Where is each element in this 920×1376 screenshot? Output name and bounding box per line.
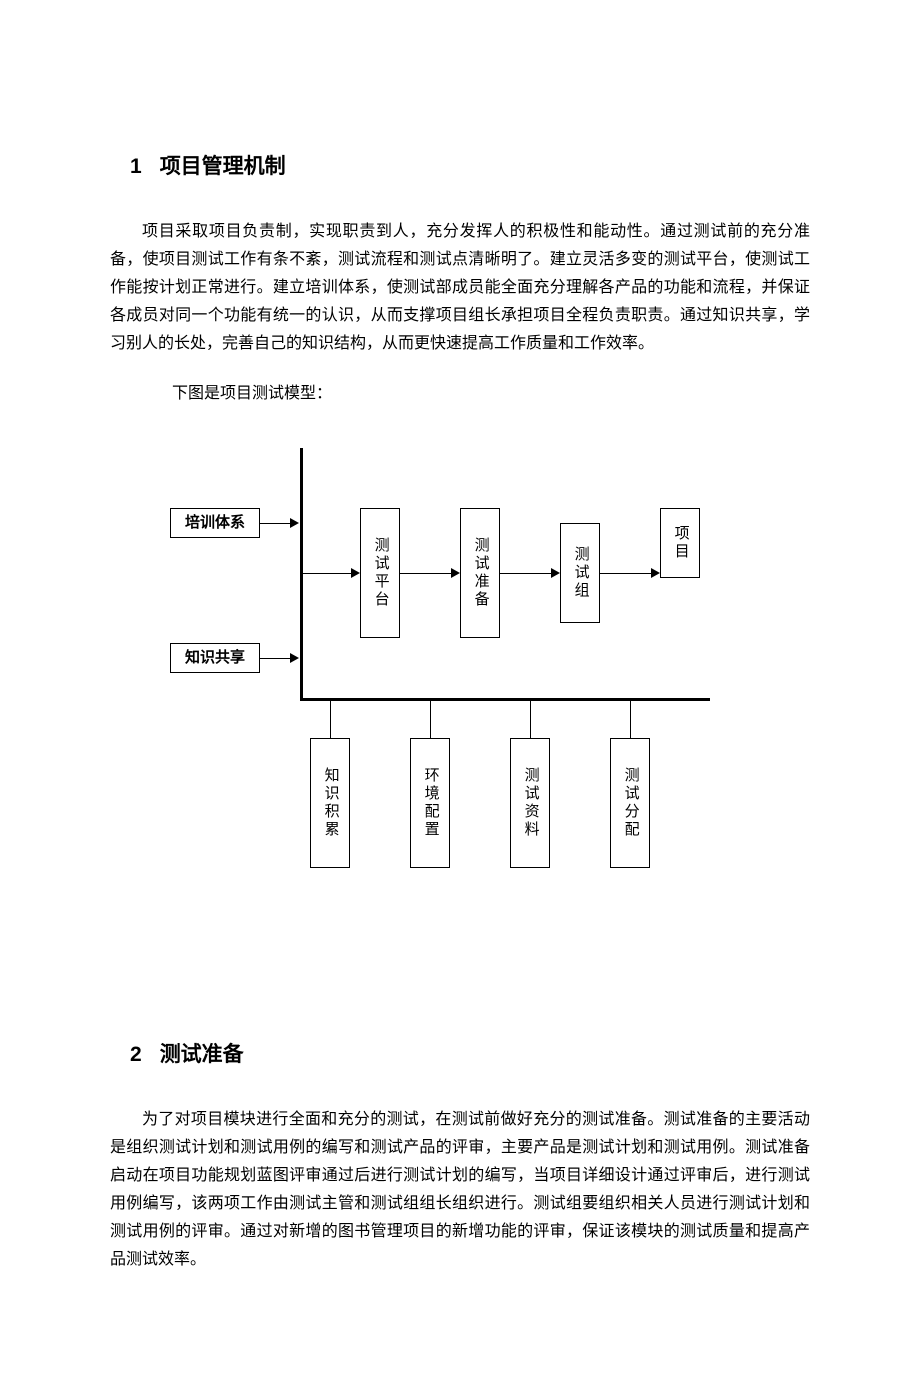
diagram-caption: 下图是项目测试模型： <box>110 380 810 408</box>
section1-title: 项目管理机制 <box>160 155 286 178</box>
section2-number: 2 <box>130 1043 142 1066</box>
section1-number: 1 <box>130 155 142 178</box>
node-prep-label: 测试准备 <box>471 537 488 609</box>
node-training-label: 培训体系 <box>185 514 245 531</box>
node-accum-label: 知识积累 <box>321 767 338 839</box>
node-env: 环境配置 <box>410 738 450 868</box>
flow-2-arrow <box>451 568 460 578</box>
node-assign: 测试分配 <box>610 738 650 868</box>
node-assign-label: 测试分配 <box>621 767 638 839</box>
flow-1-arrow <box>351 568 360 578</box>
flow-2 <box>400 573 452 574</box>
stub-knowledge <box>260 658 292 659</box>
page: 1 项目管理机制 项目采取项目负责制，实现职责到人，充分发挥人的积极性和能动性。通… <box>0 0 920 1376</box>
flow-1 <box>301 573 352 574</box>
node-platform: 测试平台 <box>360 508 400 638</box>
flow-3-arrow <box>551 568 560 578</box>
node-prep: 测试准备 <box>460 508 500 638</box>
node-material-label: 测试资料 <box>521 767 538 839</box>
node-project: 项目 <box>660 508 700 578</box>
node-knowledge-share-label: 知识共享 <box>185 649 245 666</box>
node-team-label: 测试组 <box>571 546 588 600</box>
test-model-diagram: 培训体系 知识共享 测试平台 测试准备 测试组 项目 <box>170 438 730 918</box>
node-team: 测试组 <box>560 523 600 623</box>
node-knowledge-share: 知识共享 <box>170 643 260 673</box>
bstub-2 <box>430 698 431 738</box>
section2-title: 测试准备 <box>160 1043 244 1066</box>
bstub-1 <box>330 698 331 738</box>
flow-4-arrow <box>651 568 660 578</box>
node-accum: 知识积累 <box>310 738 350 868</box>
section1-paragraph: 项目采取项目负责制，实现职责到人，充分发挥人的积极性和能动性。通过测试前的充分准… <box>110 218 810 358</box>
arrow-training <box>290 518 299 528</box>
node-material: 测试资料 <box>510 738 550 868</box>
stub-training <box>260 523 292 524</box>
node-platform-label: 测试平台 <box>371 537 388 609</box>
section1-heading: 1 项目管理机制 <box>130 150 810 180</box>
node-env-label: 环境配置 <box>421 767 438 839</box>
section-gap <box>110 978 810 1038</box>
flow-3 <box>500 573 552 574</box>
flow-4 <box>600 573 652 574</box>
arrow-knowledge <box>290 653 299 663</box>
node-project-label: 项目 <box>671 525 688 561</box>
axis-horizontal <box>300 698 710 701</box>
section2-heading: 2 测试准备 <box>130 1038 810 1068</box>
bstub-3 <box>530 698 531 738</box>
node-training: 培训体系 <box>170 508 260 538</box>
bstub-4 <box>630 698 631 738</box>
section2-paragraph: 为了对项目模块进行全面和充分的测试，在测试前做好充分的测试准备。测试准备的主要活… <box>110 1106 810 1274</box>
